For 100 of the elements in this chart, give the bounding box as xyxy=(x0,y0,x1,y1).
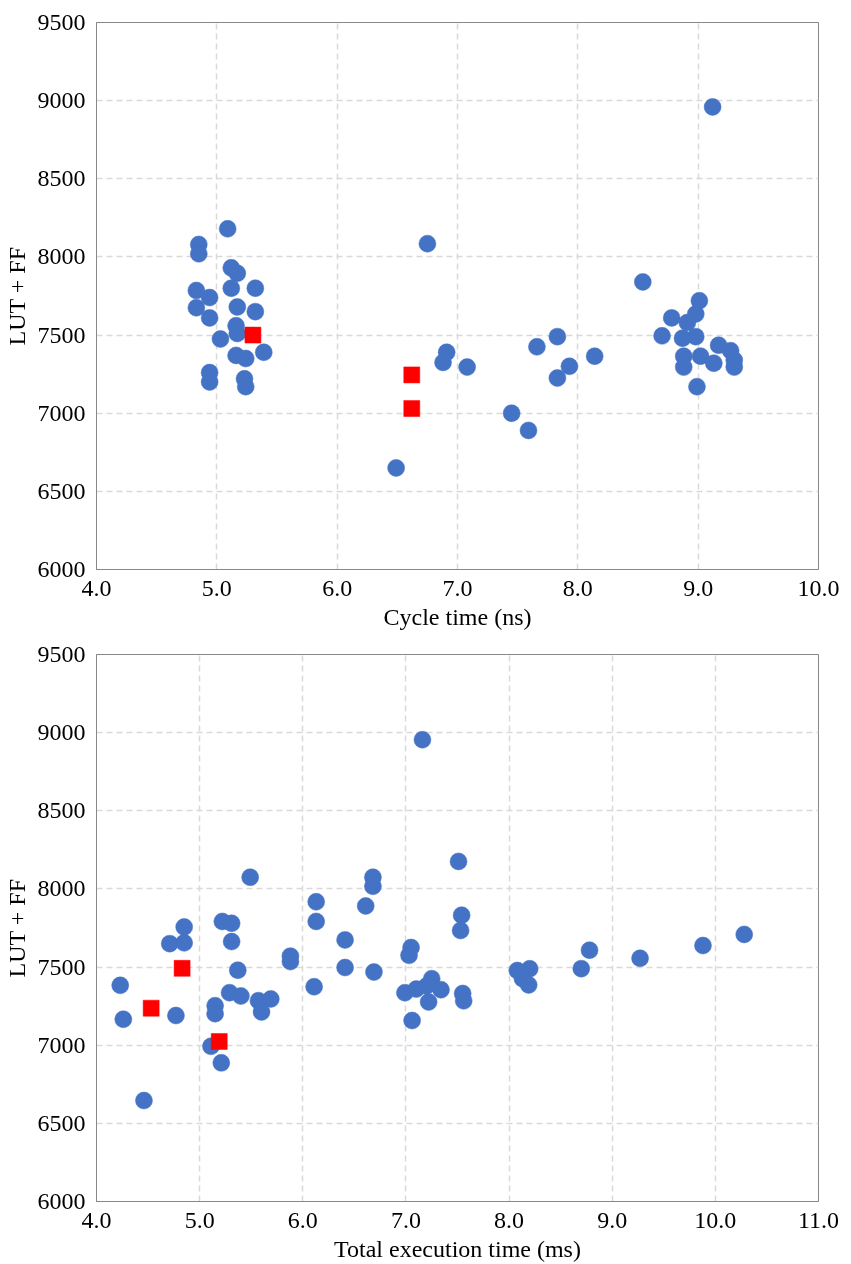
point xyxy=(413,730,432,749)
point xyxy=(210,1033,228,1050)
point xyxy=(662,309,681,327)
x-tick-label: 6.0 xyxy=(322,574,353,601)
point xyxy=(160,934,179,953)
point xyxy=(653,327,671,345)
y-tick-label: 8000 xyxy=(37,243,86,270)
point xyxy=(703,98,722,116)
x-tick-label: 5.0 xyxy=(184,1206,215,1233)
point xyxy=(365,963,383,981)
point xyxy=(387,459,405,477)
point xyxy=(236,349,255,368)
point xyxy=(580,941,599,959)
point xyxy=(232,987,250,1005)
point xyxy=(449,852,468,871)
point xyxy=(336,958,354,977)
point xyxy=(688,377,706,396)
y-tick-label: 6500 xyxy=(37,1109,86,1136)
point xyxy=(585,347,604,365)
point xyxy=(691,347,710,365)
y-tick-label: 8500 xyxy=(37,165,86,192)
point xyxy=(735,925,753,944)
point xyxy=(694,936,712,955)
point xyxy=(222,279,241,297)
point xyxy=(403,400,421,417)
y-tick-label: 8500 xyxy=(37,797,86,824)
y-tick-label: 7500 xyxy=(37,953,86,980)
point xyxy=(114,1010,133,1028)
point xyxy=(434,353,452,372)
point xyxy=(305,978,323,996)
point xyxy=(451,921,470,940)
y-tick-label: 9000 xyxy=(37,87,86,114)
point xyxy=(307,912,325,931)
point xyxy=(634,273,652,291)
y-tick-label: 9000 xyxy=(37,719,86,746)
x-tick-label: 11.0 xyxy=(797,1206,840,1233)
point xyxy=(262,990,280,1008)
point xyxy=(356,897,375,915)
point xyxy=(241,868,259,886)
point xyxy=(246,302,265,321)
point xyxy=(548,327,567,346)
x-axis-title: Cycle time (ns) xyxy=(383,603,532,630)
x-tick-label: 5.0 xyxy=(201,574,232,601)
point xyxy=(255,343,273,361)
point xyxy=(200,309,219,327)
point xyxy=(228,264,247,283)
point xyxy=(687,327,705,346)
y-axis-title: LUT + FF xyxy=(3,878,30,978)
point xyxy=(560,357,579,376)
x-tick-label: 8.0 xyxy=(494,1206,525,1233)
point xyxy=(229,961,247,979)
point xyxy=(452,906,471,924)
point xyxy=(432,981,450,999)
y-axis-title: LUT + FF xyxy=(3,246,30,346)
y-tick-label: 9500 xyxy=(37,9,86,35)
point xyxy=(419,993,438,1011)
point xyxy=(631,949,649,968)
point xyxy=(705,354,723,372)
point xyxy=(175,918,193,936)
point xyxy=(142,999,160,1017)
y-tick-label: 6500 xyxy=(37,477,86,504)
point xyxy=(187,281,206,300)
point xyxy=(528,338,546,356)
point xyxy=(187,298,206,317)
point xyxy=(111,976,129,995)
y-tick-label: 6000 xyxy=(37,556,86,582)
x-tick-label: 6.0 xyxy=(287,1206,318,1233)
point xyxy=(403,366,421,384)
y-tick-label: 7000 xyxy=(37,399,86,426)
point xyxy=(519,976,538,994)
point xyxy=(307,893,325,911)
y-tick-label: 7000 xyxy=(37,1031,86,1058)
point xyxy=(135,1091,153,1110)
y-tick-label: 9500 xyxy=(37,641,86,667)
point xyxy=(252,1003,271,1021)
point xyxy=(222,932,241,951)
x-tick-label: 7.0 xyxy=(442,574,473,601)
y-tick-label: 7500 xyxy=(37,321,86,348)
point xyxy=(228,298,247,316)
point xyxy=(200,288,219,307)
point xyxy=(502,404,521,422)
point xyxy=(336,931,354,949)
point xyxy=(175,934,193,952)
point xyxy=(407,980,425,998)
point xyxy=(246,279,265,297)
point xyxy=(218,220,237,238)
point xyxy=(458,358,476,376)
point xyxy=(212,1054,231,1072)
y-tick-label: 6000 xyxy=(37,1188,86,1214)
point xyxy=(244,326,262,344)
point xyxy=(572,959,591,978)
point xyxy=(167,1006,185,1025)
x-tick-label: 10.0 xyxy=(797,574,840,601)
x-axis-title: Total execution time (ms) xyxy=(334,1235,581,1262)
point xyxy=(548,369,567,387)
x-tick-label: 7.0 xyxy=(390,1206,421,1233)
point xyxy=(519,421,538,440)
point xyxy=(173,960,191,977)
x-tick-label: 8.0 xyxy=(562,574,593,601)
x-tick-label: 10.0 xyxy=(694,1206,737,1233)
